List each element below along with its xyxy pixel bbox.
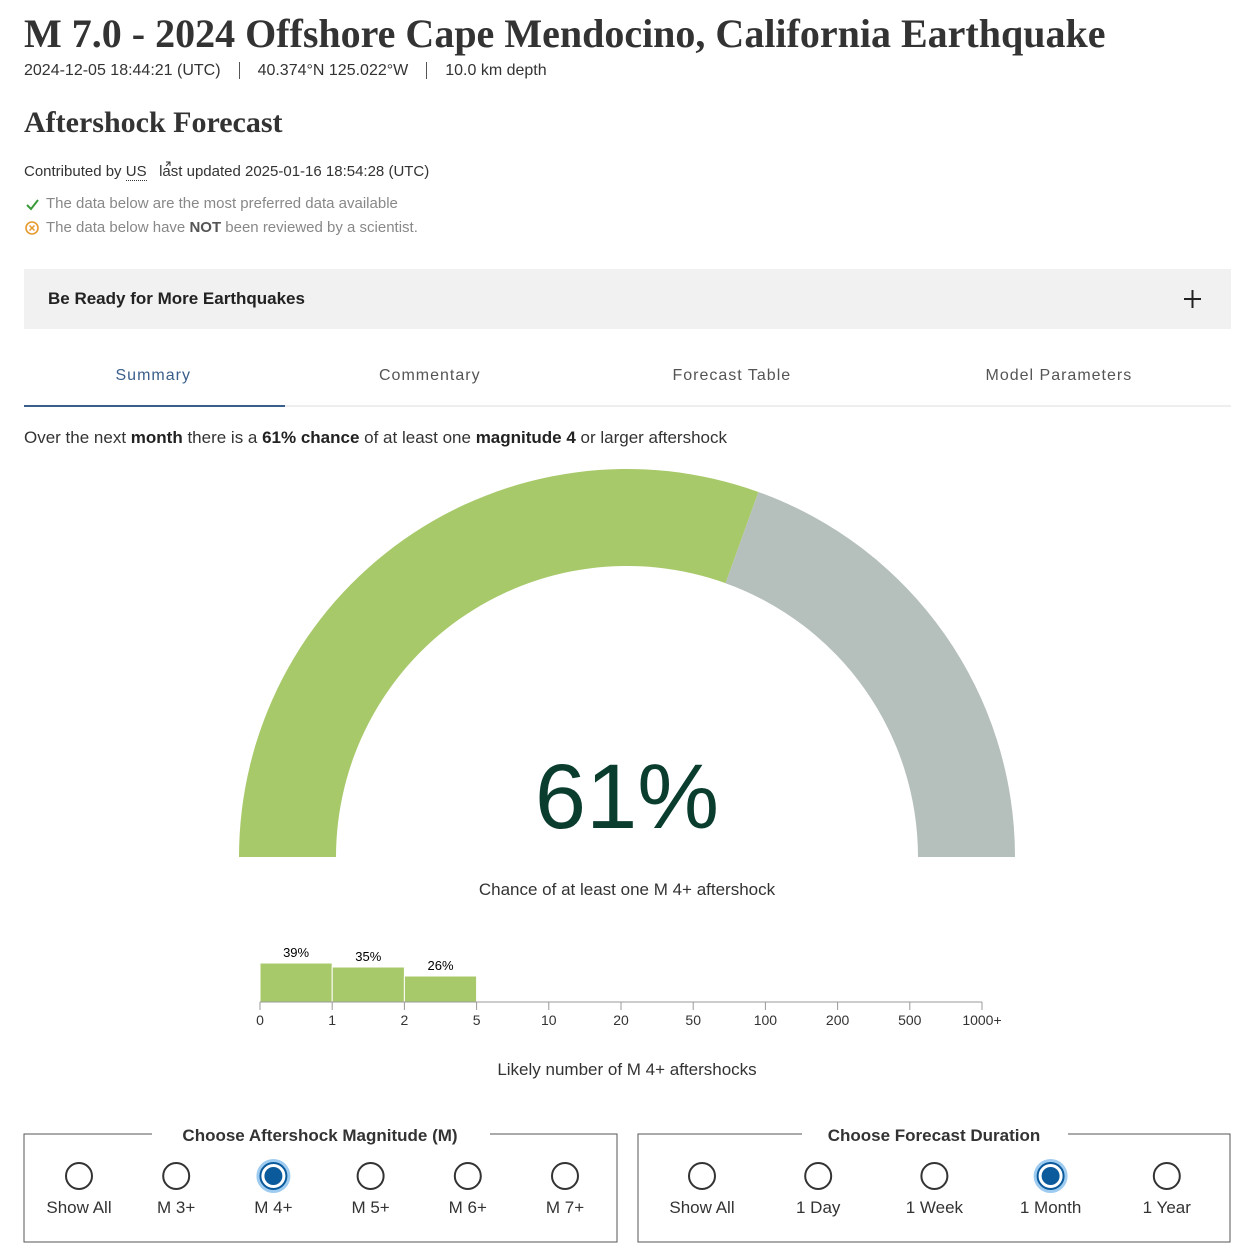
gauge-remainder <box>725 491 1015 857</box>
legend-bg <box>802 1124 1068 1144</box>
tab[interactable]: Commentary <box>379 367 481 384</box>
warning-icon <box>25 221 39 235</box>
histogram-bar <box>403 975 478 1003</box>
sentence-bold: magnitude 4 <box>475 428 576 447</box>
event-location: 40.374°N 125.022°W <box>238 62 427 79</box>
gauge-value: 61% <box>535 746 719 848</box>
radio[interactable] <box>804 1162 833 1190</box>
page-title: M 7.0 - 2024 Offshore Cape Mendocino, Ca… <box>24 11 1106 56</box>
note-text: been reviewed by a scientist. <box>221 219 418 236</box>
radio-label[interactable]: 1 Day <box>796 1198 841 1217</box>
radio-label[interactable]: 1 Week <box>906 1198 964 1217</box>
radio-label[interactable]: Show All <box>46 1198 111 1217</box>
x-tick-label: 1000+ <box>962 1012 1001 1028</box>
event-depth: 10.0 km depth <box>426 62 565 79</box>
radio-label[interactable]: 1 Year <box>1143 1198 1192 1217</box>
x-tick-label: 200 <box>826 1012 850 1028</box>
section-title: Aftershock Forecast <box>24 106 283 139</box>
fieldset-legend: Choose Forecast Duration <box>828 1126 1041 1145</box>
x-axis-label: Likely number of M 4+ aftershocks <box>497 1060 756 1079</box>
legend-bg <box>152 1124 490 1144</box>
radio-label[interactable]: M 6+ <box>449 1198 487 1217</box>
radio-label[interactable]: Show All <box>669 1198 734 1217</box>
bar-label: 39% <box>283 945 309 960</box>
radio[interactable] <box>65 1162 93 1190</box>
bar-label: 35% <box>355 949 381 964</box>
sentence-part: of at least one <box>359 428 476 447</box>
sentence-part: or larger aftershock <box>575 428 727 447</box>
note-preferred: The data below are the most preferred da… <box>46 195 398 212</box>
x-tick-label: 5 <box>473 1012 481 1028</box>
contributed: Contributed by US last updated 2025-01-1… <box>24 163 430 181</box>
gauge-caption: Chance of at least one M 4+ aftershock <box>479 880 776 899</box>
fieldset-box <box>23 1133 618 1243</box>
note-reviewed: The data below have NOT been reviewed by… <box>46 219 418 236</box>
tab[interactable]: Summary <box>115 367 191 384</box>
external-link-icon <box>165 161 171 167</box>
radio-dot <box>264 1167 283 1185</box>
x-tick-label: 2 <box>401 1012 409 1028</box>
radio[interactable] <box>453 1162 482 1190</box>
x-tick-label: 0 <box>256 1012 264 1028</box>
radio-label[interactable]: M 4+ <box>254 1198 292 1217</box>
note-text: The data below have <box>46 219 190 236</box>
radio-label[interactable]: 1 Month <box>1020 1198 1081 1217</box>
radio[interactable] <box>1152 1162 1181 1190</box>
radio[interactable] <box>356 1162 385 1190</box>
histogram-bar <box>259 962 333 1003</box>
radio-label[interactable]: M 5+ <box>351 1198 389 1217</box>
radio[interactable] <box>551 1162 579 1190</box>
accordion-title[interactable]: Be Ready for More Earthquakes <box>48 289 305 308</box>
sentence-bold: month <box>130 428 183 447</box>
warning-icon <box>28 224 36 232</box>
x-tick-label: 50 <box>685 1012 701 1028</box>
accordion-bg[interactable] <box>24 269 1231 329</box>
note-emphasis: NOT <box>189 219 222 236</box>
event-meta: 2024-12-05 18:44:21 (UTC) 40.374°N 125.02… <box>24 62 565 80</box>
tab[interactable]: Model Parameters <box>985 367 1133 384</box>
x-tick-label: 1 <box>328 1012 336 1028</box>
radio[interactable] <box>162 1162 191 1190</box>
sentence-part: Over the next <box>24 428 131 447</box>
radio[interactable] <box>920 1162 949 1190</box>
x-tick-label: 100 <box>754 1012 778 1028</box>
sentence-bold: 61% chance <box>262 428 360 447</box>
tab[interactable]: Forecast Table <box>672 367 792 384</box>
gauge-fill <box>239 468 759 857</box>
source-link[interactable]: US <box>125 163 147 181</box>
radio-label[interactable]: M 7+ <box>546 1198 584 1217</box>
contributed-prefix: Contributed by <box>24 163 122 180</box>
radio-dot <box>1041 1167 1060 1185</box>
radio[interactable] <box>688 1162 716 1190</box>
summary-sentence: Over the next month there is a 61% chanc… <box>24 428 727 448</box>
fieldset-legend: Choose Aftershock Magnitude (M) <box>182 1126 457 1145</box>
x-tick-label: 20 <box>613 1012 629 1028</box>
radio-label[interactable]: M 3+ <box>157 1198 195 1217</box>
event-time: 2024-12-05 18:44:21 (UTC) <box>24 62 221 79</box>
last-updated: last updated 2025-01-16 18:54:28 (UTC) <box>159 163 430 180</box>
x-tick-label: 10 <box>541 1012 557 1028</box>
x-tick-label: 500 <box>898 1012 922 1028</box>
bar-label: 26% <box>427 958 453 973</box>
sentence-part: there is a <box>182 428 263 447</box>
histogram-bar <box>331 966 405 1003</box>
check-icon <box>26 199 39 211</box>
